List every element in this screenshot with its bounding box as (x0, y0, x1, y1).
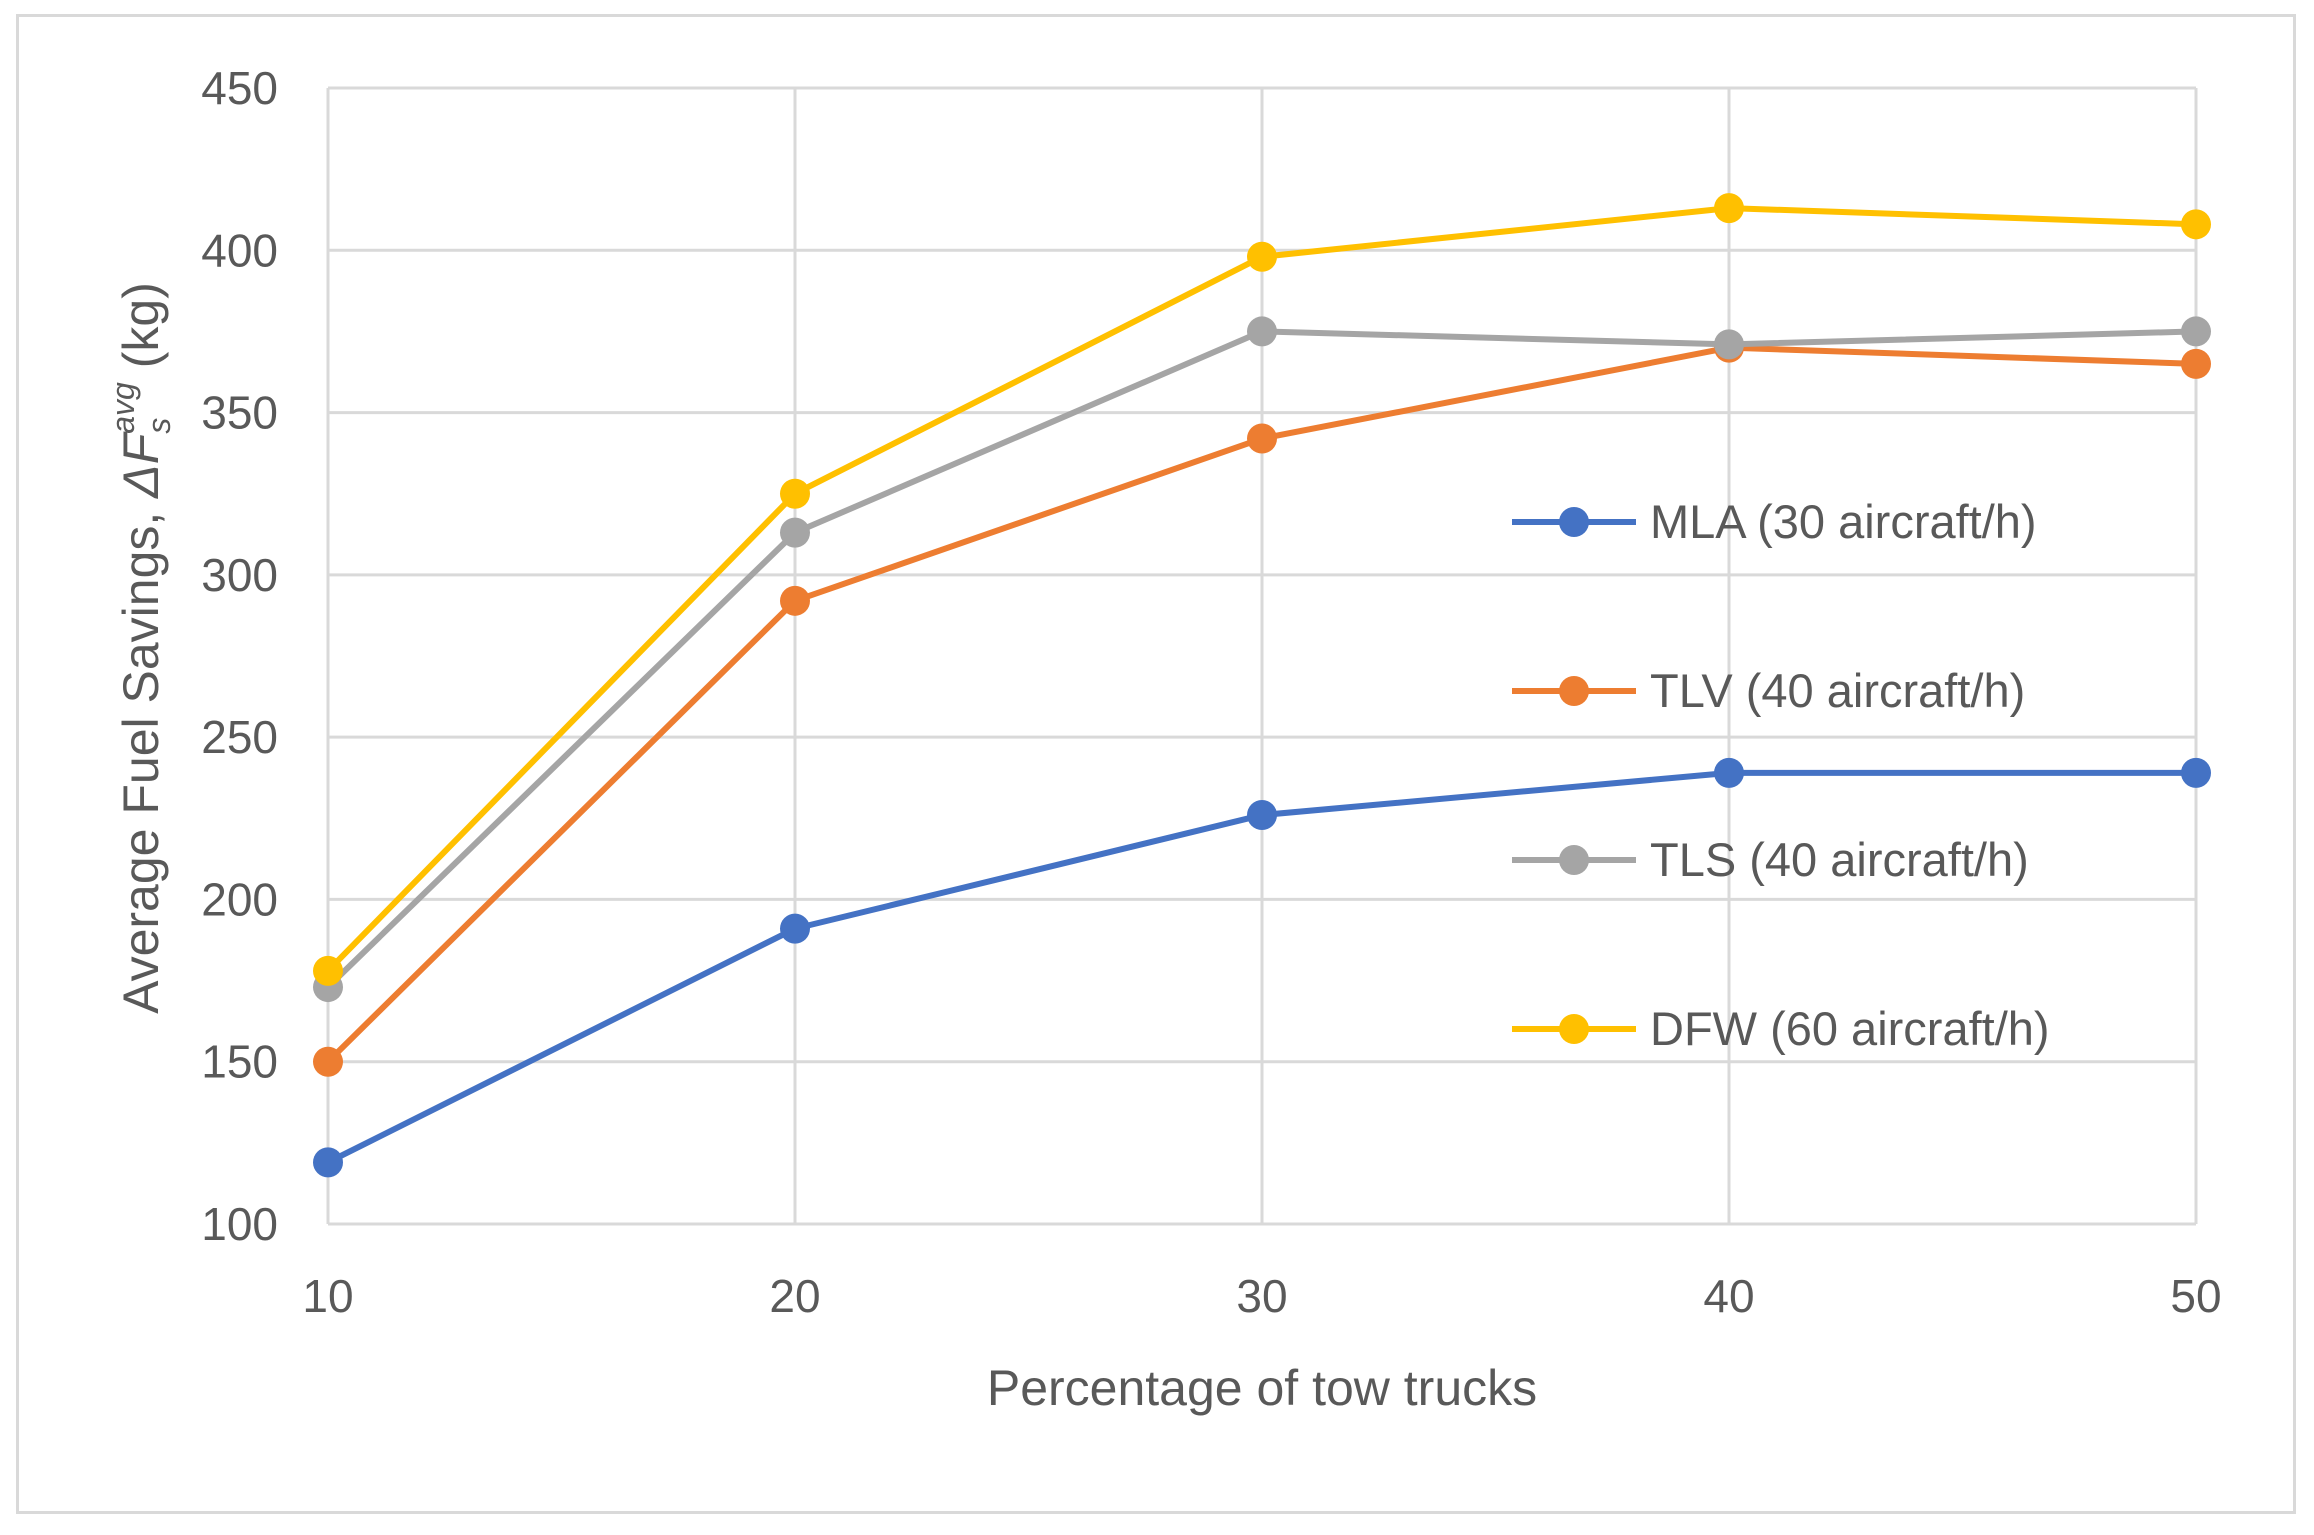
y-tick-label-200: 200 (201, 873, 278, 925)
data-point-dfw-30 (1247, 241, 1277, 272)
axis-layer: 100 150 200 250 300 350 400 450 10 20 30 40 50 (201, 62, 2221, 1322)
y-axis-title: Average Fuel Savings, ΔFsavg (kg) (105, 282, 177, 1014)
x-tick-label-20: 20 (769, 1270, 820, 1322)
legend: MLA (30 aircraft/h) TLV (40 aircraft/h) TL… (1512, 495, 2050, 1055)
data-point-mla-50 (2181, 757, 2211, 788)
data-point-dfw-10 (313, 955, 343, 986)
legend-label-tlv: TLV (40 aircraft/h) (1650, 664, 2025, 717)
data-point-dfw-50 (2181, 209, 2211, 240)
x-tick-label-50: 50 (2170, 1270, 2221, 1322)
data-point-tlv-20 (780, 585, 810, 616)
data-point-mla-30 (1247, 800, 1277, 831)
y-axis-title-symbol: ΔF (113, 431, 169, 499)
data-point-tls-20 (780, 517, 810, 548)
legend-marker-mla (1559, 507, 1589, 537)
data-point-mla-10 (313, 1147, 343, 1178)
chart-frame (16, 14, 2296, 1514)
legend-label-dfw: DFW (60 aircraft/h) (1650, 1002, 2050, 1055)
x-axis-title: Percentage of tow trucks (987, 1360, 1537, 1416)
y-axis-title-suffix: (kg) (113, 282, 169, 382)
data-point-dfw-40 (1714, 193, 1744, 224)
legend-marker-tlv (1559, 676, 1589, 706)
data-point-dfw-20 (780, 478, 810, 509)
y-tick-label-300: 300 (201, 549, 278, 601)
x-tick-label-10: 10 (302, 1270, 353, 1322)
data-point-mla-20 (780, 913, 810, 944)
legend-marker-tls (1559, 845, 1589, 875)
y-tick-label-250: 250 (201, 711, 278, 763)
grid-layer (326, 86, 2198, 1226)
y-axis-title-prefix: Average Fuel Savings, (113, 498, 169, 1014)
y-tick-label-150: 150 (201, 1036, 278, 1088)
series-layer (313, 193, 2211, 1178)
data-point-tlv-30 (1247, 423, 1277, 454)
x-tick-label-30: 30 (1236, 1270, 1287, 1322)
data-point-tlv-50 (2181, 348, 2211, 379)
data-point-tlv-10 (313, 1046, 343, 1077)
legend-label-mla: MLA (30 aircraft/h) (1650, 495, 2037, 548)
y-axis-title-subscript: s (141, 418, 177, 434)
data-point-tls-40 (1714, 329, 1744, 360)
y-tick-label-400: 400 (201, 224, 278, 276)
legend-marker-dfw (1559, 1014, 1589, 1044)
legend-label-tls: TLS (40 aircraft/h) (1650, 833, 2029, 886)
y-tick-label-100: 100 (201, 1198, 278, 1250)
y-tick-label-450: 450 (201, 62, 278, 114)
data-point-tls-30 (1247, 316, 1277, 347)
y-axis-title-superscript: avg (105, 382, 141, 434)
data-point-mla-40 (1714, 757, 1744, 788)
y-tick-label-350: 350 (201, 387, 278, 439)
data-point-tls-50 (2181, 316, 2211, 347)
x-tick-label-40: 40 (1703, 1270, 1754, 1322)
